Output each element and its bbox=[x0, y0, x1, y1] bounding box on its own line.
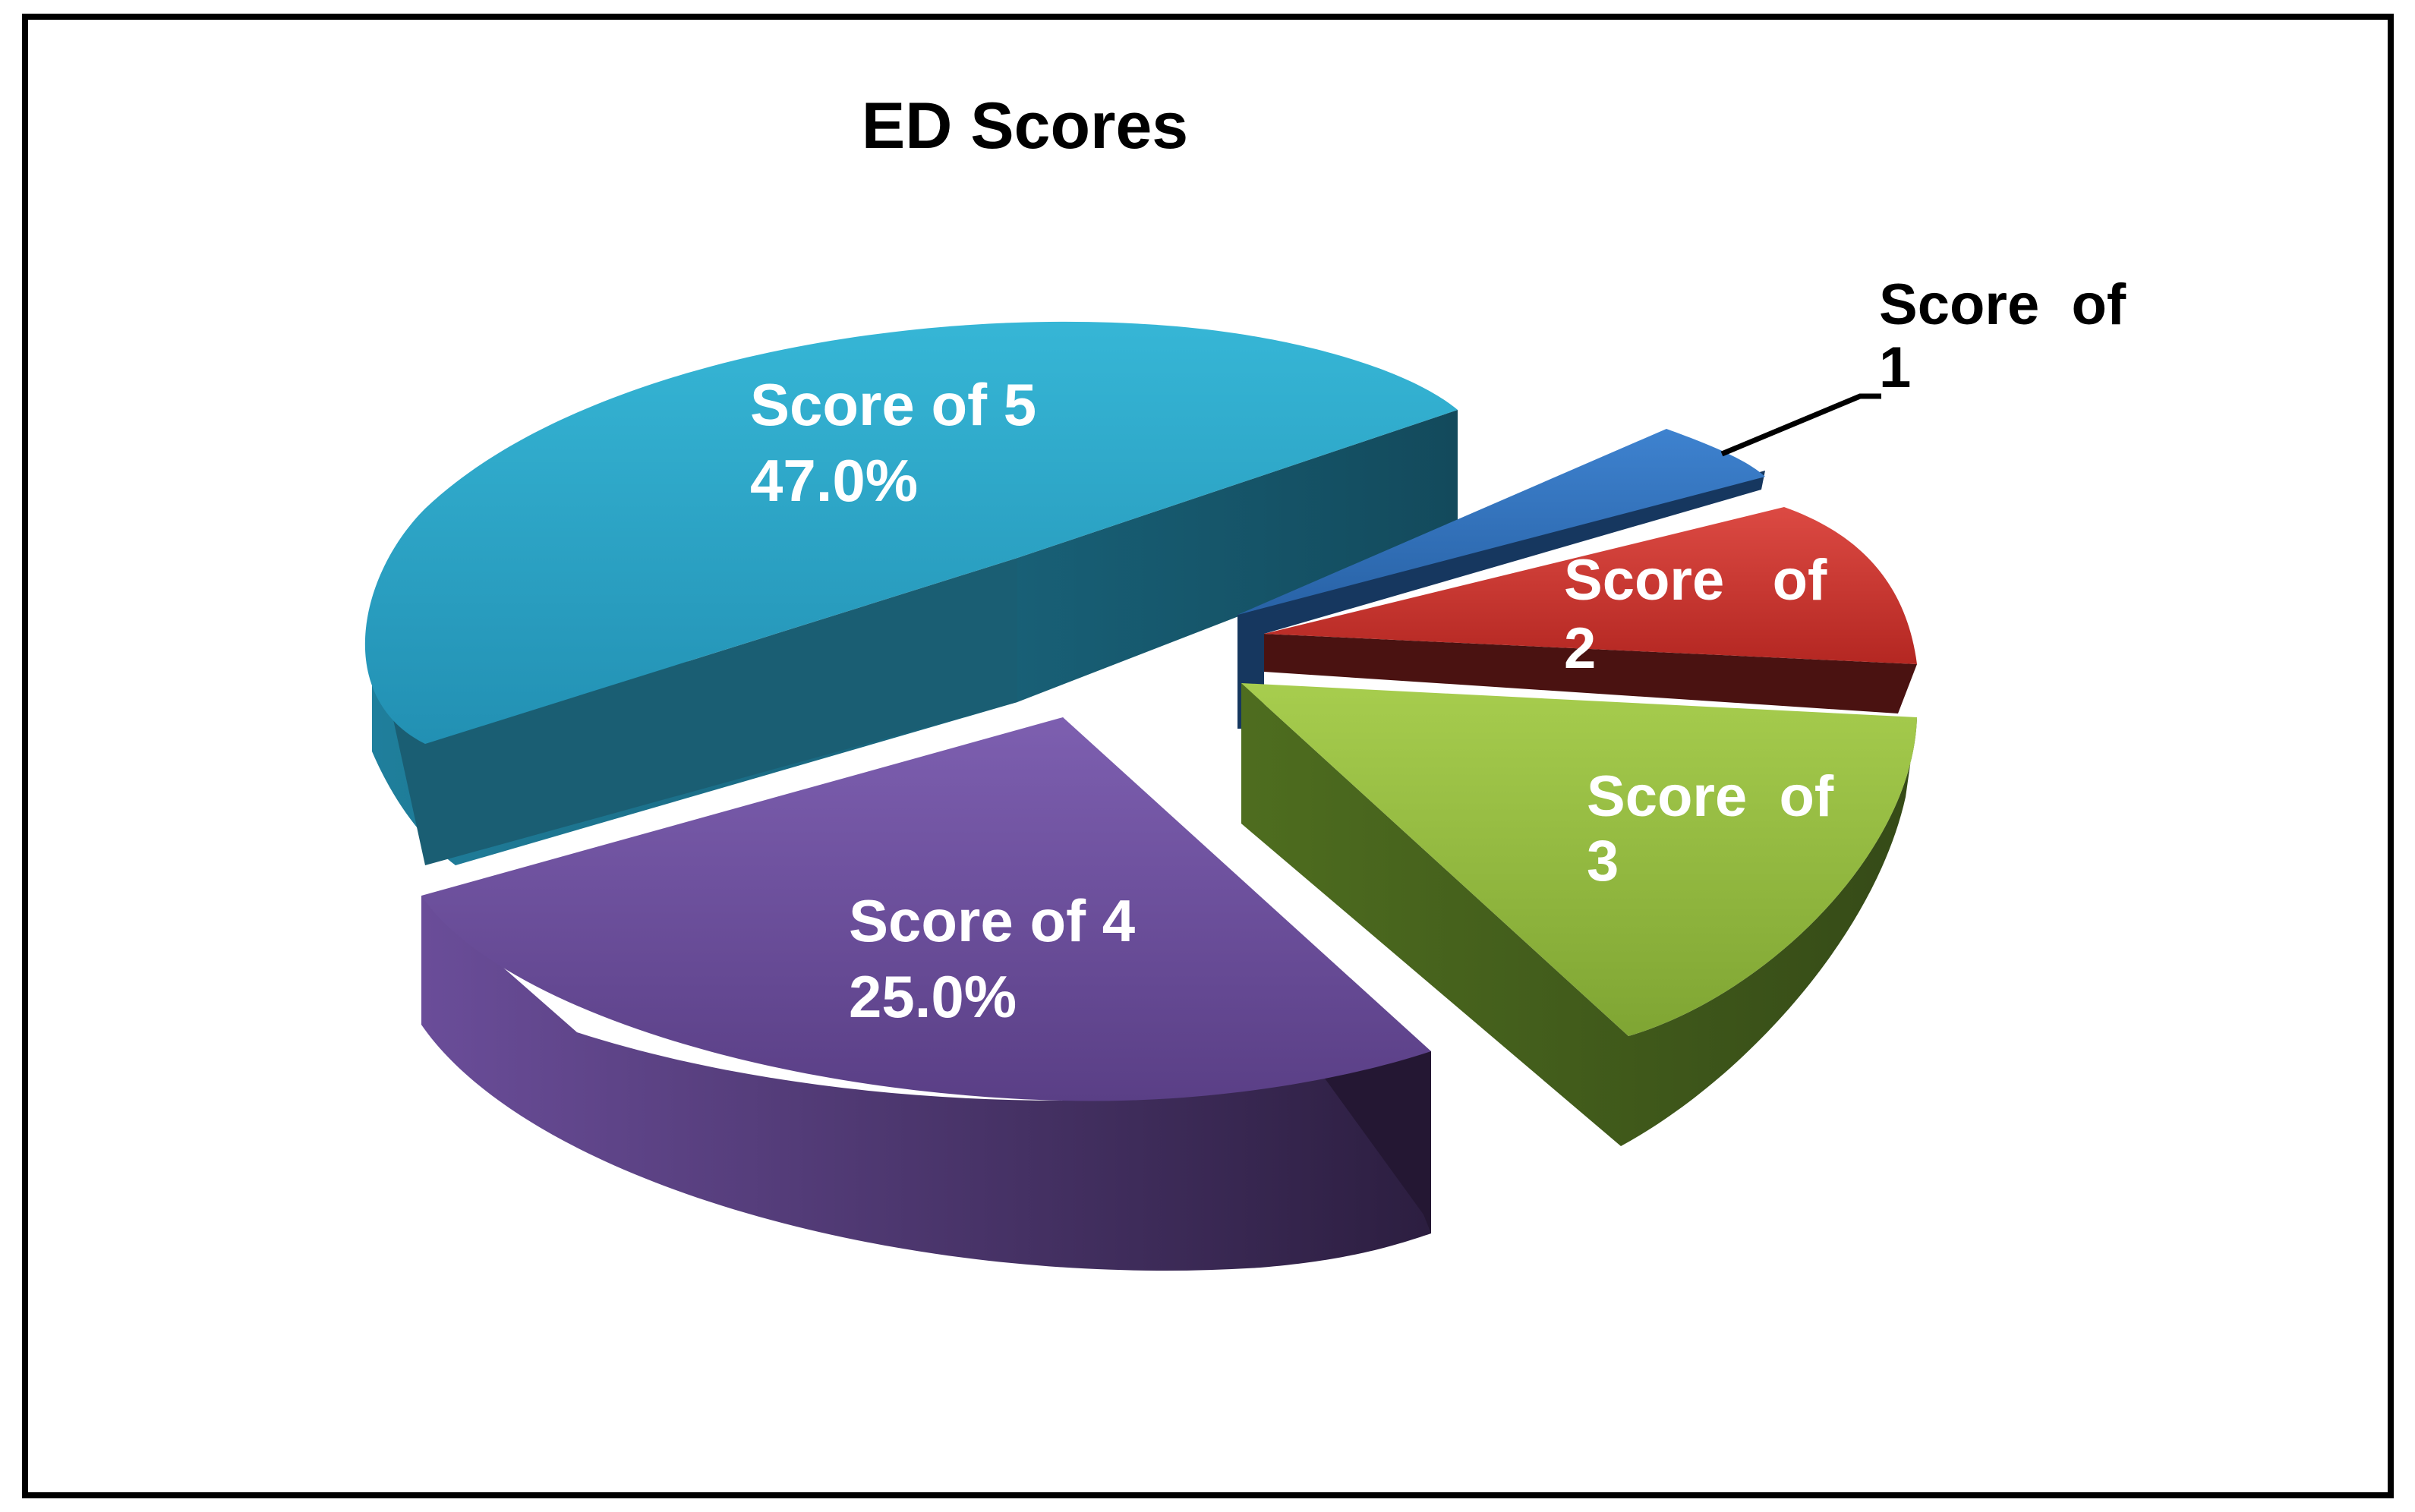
slice-label-score-4: Score of 4 25.0% bbox=[849, 887, 1135, 1030]
slice-label-score-3: Score of 3 bbox=[1587, 764, 1834, 893]
slice-label-score-3-value: 3 bbox=[1587, 829, 1619, 893]
slice-label-score-5-value: 47.0% bbox=[750, 447, 918, 514]
slice-label-score-2-name: Score of bbox=[1564, 548, 1827, 613]
pie-slice-score-1 bbox=[1237, 429, 1765, 729]
score-1-leader-line bbox=[1720, 393, 1881, 457]
pie-slice-score-2 bbox=[1264, 507, 1917, 713]
pie-slice-score-5-front bbox=[372, 558, 1017, 865]
pie-slice-score-1-side bbox=[1237, 471, 1765, 729]
slice-label-score-2: Score of 2 bbox=[1564, 548, 1827, 681]
pie-slice-score-3-side bbox=[1241, 683, 1917, 1146]
pie-slice-score-2-side bbox=[1264, 634, 1917, 713]
slice-label-score-2-value: 2 bbox=[1564, 616, 1596, 681]
pie-slice-score-3 bbox=[1241, 683, 1917, 1146]
slice-label-score-4-name: Score of 4 bbox=[849, 887, 1135, 954]
pie-slice-score-4-top bbox=[421, 717, 1431, 1101]
slice-label-score-4-value: 25.0% bbox=[849, 963, 1017, 1030]
slice-label-score-3-name: Score of bbox=[1587, 764, 1834, 829]
slice-label-score-1: Score of 1 bbox=[1879, 272, 2127, 400]
slice-label-score-1-name: Score of bbox=[1879, 272, 2127, 337]
pie-slice-score-4-side bbox=[421, 896, 1431, 1271]
chart-title: ED Scores bbox=[862, 90, 1188, 162]
pie-slice-score-2-top bbox=[1264, 507, 1917, 664]
pie-slice-score-5 bbox=[364, 321, 1458, 865]
slice-label-score-5-name: Score of 5 bbox=[750, 371, 1036, 438]
slice-label-score-5: Score of 5 47.0% bbox=[750, 371, 1036, 514]
pie-slice-score-3-top bbox=[1241, 683, 1917, 1036]
slice-label-score-1-value: 1 bbox=[1879, 335, 1911, 400]
pie-slice-score-1-top bbox=[1237, 429, 1765, 615]
pie-slice-score-4 bbox=[421, 717, 1431, 1271]
pie-slice-score-5-top bbox=[364, 321, 1458, 744]
